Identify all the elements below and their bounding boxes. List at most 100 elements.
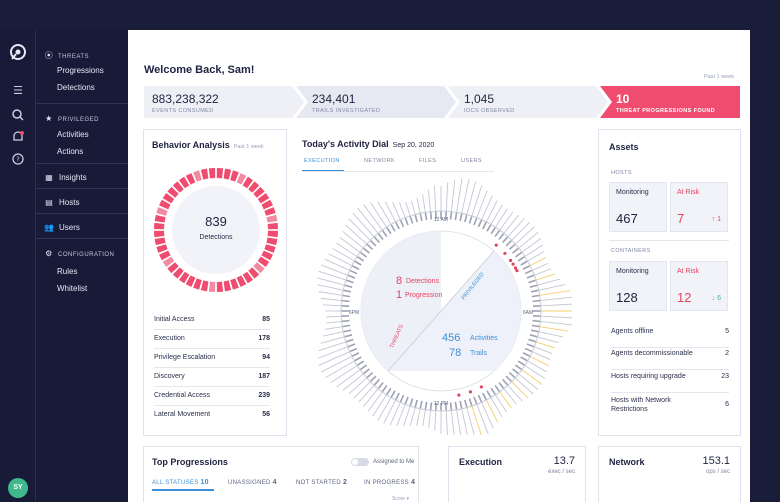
tab-files[interactable]: FILES — [419, 158, 437, 164]
tactic-row[interactable]: Discovery 187 — [154, 368, 270, 387]
asset-row[interactable]: Agents decommissionable 2 — [611, 350, 729, 370]
dial-band — [528, 338, 537, 343]
dial-label-12pm: 12 PM — [434, 401, 448, 407]
stat-events[interactable]: 883,238,322 EVENTS CONSUMED — [144, 86, 284, 118]
stat-threat-progressions[interactable]: 10 THREAT PROGRESSIONS FOUND — [608, 86, 740, 118]
execution-value: 13.7 — [553, 455, 575, 467]
detection-dot[interactable] — [494, 243, 498, 247]
dial-band — [342, 324, 351, 328]
time-range-label[interactable]: Past 1 week — [704, 74, 734, 80]
dial-band — [511, 368, 520, 375]
detection-dot[interactable] — [508, 258, 513, 263]
tactic-row[interactable]: Privilege Escalation 94 — [154, 349, 270, 368]
dial-tick — [336, 242, 358, 257]
user-avatar[interactable]: SY — [8, 478, 28, 498]
dial-band — [409, 215, 414, 224]
asset-row[interactable]: Hosts requiring upgrade 23 — [611, 373, 729, 393]
nav-item-label: Users — [59, 223, 80, 232]
dial-band — [345, 279, 354, 284]
filter-all-statuses[interactable]: ALL STATUSES 10 — [152, 479, 209, 486]
dial-tick — [481, 195, 493, 220]
menu-icon[interactable]: ☰ — [13, 85, 23, 97]
dial-tick — [518, 231, 539, 249]
detection-dot[interactable] — [513, 266, 518, 270]
ring-segment — [223, 280, 232, 292]
containers-monitoring-box[interactable]: Monitoring 128 — [609, 261, 667, 311]
search-icon[interactable] — [11, 108, 25, 122]
nav-item-users[interactable]: 👥 Users — [44, 223, 80, 232]
detection-dot[interactable] — [468, 390, 473, 394]
filter-in-progress[interactable]: IN PROGRESS 4 — [364, 479, 415, 486]
tactic-row[interactable]: Execution 178 — [154, 330, 270, 349]
asset-row[interactable]: Agents offline 5 — [611, 328, 729, 348]
dial-tick — [332, 248, 355, 262]
nav-item-insights[interactable]: ▦ Insights — [44, 173, 86, 182]
ring-segment — [154, 214, 166, 223]
dial-band — [529, 334, 538, 338]
activities-number: 456 — [442, 332, 460, 344]
nav-item-rules[interactable]: Rules — [57, 267, 78, 276]
dial-tick — [427, 189, 431, 212]
activity-dial-card: Today's Activity Dial Sep 20, 2020 EXECUT… — [296, 129, 598, 436]
asset-row[interactable]: Hosts with Network Restrictions 6 — [611, 396, 729, 422]
dial-band — [366, 371, 374, 379]
tactic-row[interactable]: Lateral Movement 56 — [154, 406, 270, 425]
hosts-monitoring-box[interactable]: Monitoring 467 — [609, 182, 667, 232]
dial-band — [524, 269, 533, 275]
detection-dot[interactable] — [511, 262, 515, 266]
dial-band — [356, 255, 365, 262]
dial-tick — [515, 377, 534, 395]
dial-tick — [466, 407, 475, 435]
app-logo-icon[interactable] — [8, 42, 28, 62]
dial-tick — [317, 346, 348, 359]
dial-tabs: EXECUTION NETWORK FILES USERS — [304, 158, 504, 168]
asset-row-value: 2 — [725, 350, 729, 357]
dial-tick — [524, 244, 543, 257]
help-icon[interactable]: ? — [11, 152, 25, 166]
stat-trails[interactable]: 234,401 TRAILS INVESTIGATED — [304, 86, 444, 118]
nav-item-actions[interactable]: Actions — [57, 147, 84, 156]
activity-dial[interactable]: 12 AM 6AM 12 PM 6PM THREATS PRIVILEGED 8… — [310, 177, 572, 435]
dial-band — [490, 387, 497, 396]
tab-network[interactable]: NETWORK — [364, 158, 395, 164]
stats-bar: 883,238,322 EVENTS CONSUMED 234,401 TRAI… — [144, 86, 740, 118]
nav-item-whitelist[interactable]: Whitelist — [57, 284, 88, 293]
stat-value: 10 — [616, 92, 630, 106]
tactic-row[interactable]: Credential Access 239 — [154, 387, 270, 406]
chevron-down-icon: ▾ — [406, 496, 409, 502]
detections-ring[interactable]: 839 Detections — [150, 164, 282, 296]
insights-icon: ▦ — [45, 173, 53, 182]
tactic-row[interactable]: Initial Access 85 — [154, 311, 270, 330]
detection-dot[interactable] — [515, 269, 519, 273]
stat-iocs[interactable]: 1,045 IOCS OBSERVED — [456, 86, 596, 118]
tab-execution[interactable]: EXECUTION — [304, 158, 340, 164]
detection-dot[interactable] — [503, 251, 507, 256]
at-risk-label: At Risk — [677, 268, 700, 275]
assigned-toggle[interactable] — [351, 458, 369, 466]
nav-item-detections[interactable]: Detections — [57, 83, 95, 92]
ring-segment — [159, 250, 171, 261]
ring-segment — [261, 250, 273, 261]
dial-band — [341, 299, 350, 303]
detection-dot[interactable] — [457, 393, 461, 397]
ring-segment — [178, 271, 190, 284]
filter-unassigned[interactable]: UNASSIGNED 4 — [228, 479, 277, 486]
nav-item-hosts[interactable]: ▤ Hosts — [44, 198, 79, 207]
nav-item-progressions[interactable]: Progressions — [57, 66, 104, 75]
filter-label: UNASSIGNED — [228, 480, 271, 486]
dial-tick — [535, 341, 556, 349]
filter-not-started[interactable]: NOT STARTED 2 — [296, 479, 347, 486]
hosts-at-risk-box[interactable]: At Risk 7 ↑ 1 — [670, 182, 728, 232]
network-card[interactable]: Network 153.1 ops / sec — [598, 446, 741, 502]
detection-dot[interactable] — [479, 385, 483, 389]
nav-item-activities[interactable]: Activities — [57, 130, 89, 139]
users-icon: 👥 — [44, 223, 54, 232]
sort-score[interactable]: Score ▾ — [392, 496, 409, 502]
dial-band — [390, 390, 396, 399]
execution-card[interactable]: Execution 13.7 exec / sec — [448, 446, 586, 502]
containers-at-risk-box[interactable]: At Risk 12 ↓ 6 — [670, 261, 728, 311]
dial-band — [522, 352, 531, 358]
dial-band — [486, 223, 492, 232]
tab-users[interactable]: USERS — [461, 158, 482, 164]
notification-bell-icon[interactable] — [11, 130, 25, 144]
